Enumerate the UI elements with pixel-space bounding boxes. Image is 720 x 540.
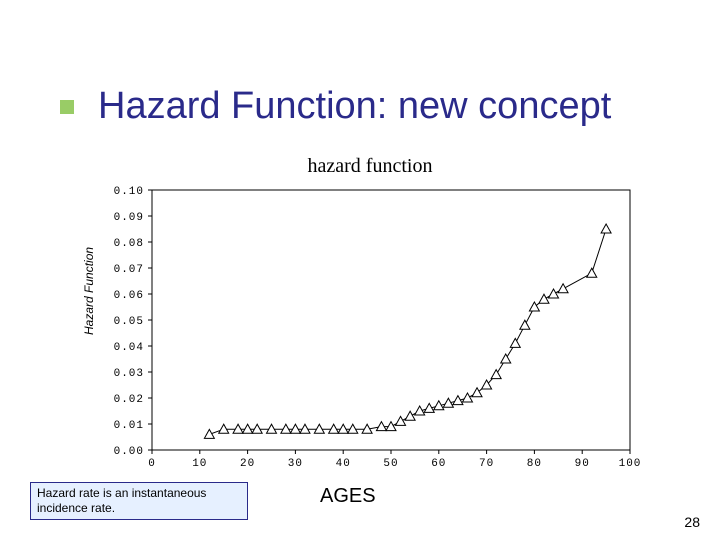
svg-text:0.10: 0.10 bbox=[114, 186, 144, 198]
hazard-chart: 0.00 0.01 0.02 0.03 0.04 0.05 0.06 0.07 0.08 0.09… bbox=[90, 180, 650, 480]
svg-text:80: 80 bbox=[527, 458, 542, 470]
chart-title: hazard function bbox=[140, 155, 600, 178]
chart-x-axis-label: AGES bbox=[320, 485, 376, 508]
svg-text:0.08: 0.08 bbox=[114, 238, 144, 250]
svg-text:50: 50 bbox=[383, 458, 398, 470]
page-number: 28 bbox=[684, 514, 700, 530]
svg-text:20: 20 bbox=[240, 458, 255, 470]
svg-text:0.03: 0.03 bbox=[114, 368, 144, 380]
slide-title-block: Hazard Function: new concept bbox=[60, 85, 611, 128]
svg-text:0.06: 0.06 bbox=[114, 290, 144, 302]
title-bullet-icon bbox=[60, 100, 74, 114]
svg-text:40: 40 bbox=[336, 458, 351, 470]
svg-text:90: 90 bbox=[575, 458, 590, 470]
svg-text:0.04: 0.04 bbox=[114, 342, 144, 354]
svg-text:0.05: 0.05 bbox=[114, 316, 144, 328]
svg-text:0.02: 0.02 bbox=[114, 394, 144, 406]
slide-root: Hazard Function: new concept hazard func… bbox=[0, 0, 720, 540]
svg-text:30: 30 bbox=[288, 458, 303, 470]
svg-text:0.01: 0.01 bbox=[114, 420, 144, 432]
slide-title: Hazard Function: new concept bbox=[98, 85, 611, 128]
svg-text:0.09: 0.09 bbox=[114, 212, 144, 224]
svg-text:60: 60 bbox=[431, 458, 446, 470]
svg-text:0.00: 0.00 bbox=[114, 446, 144, 458]
caption-line-1: Hazard rate is an instantaneous bbox=[37, 486, 241, 501]
caption-box: Hazard rate is an instantaneous incidenc… bbox=[30, 482, 248, 520]
svg-text:0: 0 bbox=[148, 458, 156, 470]
svg-text:70: 70 bbox=[479, 458, 494, 470]
svg-text:100: 100 bbox=[619, 458, 642, 470]
svg-text:0.07: 0.07 bbox=[114, 264, 144, 276]
svg-text:10: 10 bbox=[192, 458, 207, 470]
caption-line-2: incidence rate. bbox=[37, 501, 241, 516]
